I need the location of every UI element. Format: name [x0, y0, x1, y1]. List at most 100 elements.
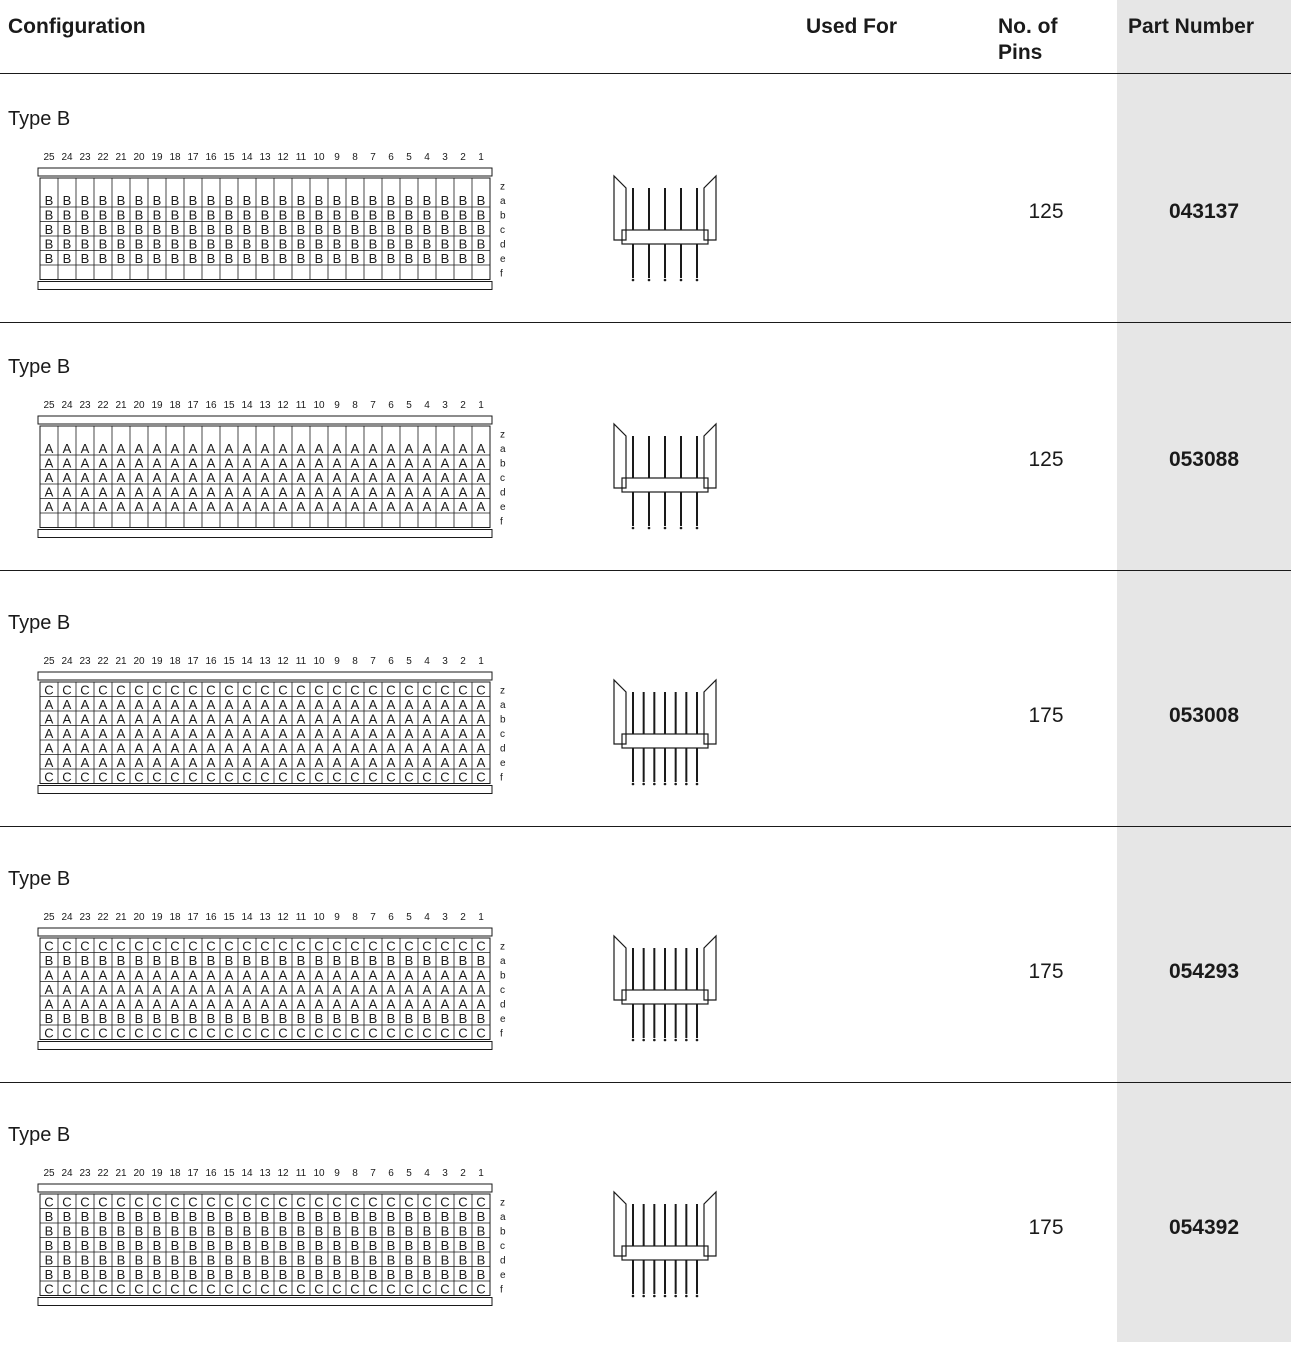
contact-letter: B: [171, 1224, 180, 1239]
contact-letter: B: [207, 1253, 216, 1268]
pin-tip: [679, 526, 683, 530]
contact-letter: B: [369, 251, 378, 266]
contact-letter: A: [261, 456, 270, 471]
contact-letter: B: [81, 208, 90, 223]
contact-letter: C: [188, 1195, 197, 1210]
row-divider: [0, 322, 1291, 323]
contact-letter: C: [224, 1282, 233, 1297]
contact-letter: C: [98, 939, 107, 954]
contact-letter: A: [99, 741, 108, 756]
contact-letter: C: [242, 683, 251, 698]
column-number: 13: [259, 1168, 271, 1179]
contact-letter: A: [369, 755, 378, 770]
contact-letter: C: [404, 1026, 413, 1041]
contact-letter: A: [45, 741, 54, 756]
contact-letter: A: [243, 726, 252, 741]
contact-letter: C: [458, 1026, 467, 1041]
pin-tip: [631, 1294, 635, 1298]
column-number: 9: [334, 152, 340, 163]
column-number: 25: [43, 152, 55, 163]
row-divider: [0, 826, 1291, 827]
contact-letter: B: [315, 1238, 324, 1253]
contact-letter: A: [135, 982, 144, 997]
row-letter: f: [500, 1029, 503, 1040]
contact-letter: B: [261, 1267, 270, 1282]
column-number: 8: [352, 1168, 358, 1179]
contact-letter: C: [404, 1282, 413, 1297]
column-number: 12: [277, 1168, 289, 1179]
contact-letter: A: [477, 741, 486, 756]
contact-letter: B: [171, 953, 180, 968]
contact-letter: A: [423, 755, 432, 770]
contact-letter: B: [45, 193, 54, 208]
contact-letter: B: [477, 1209, 486, 1224]
contact-letter: B: [189, 193, 198, 208]
contact-letter: B: [81, 1267, 90, 1282]
header-used-for: Used For: [806, 15, 898, 38]
contact-letter: B: [459, 1253, 468, 1268]
row-letter: c: [500, 985, 505, 996]
column-number: 12: [277, 656, 289, 667]
contact-letter: C: [206, 1282, 215, 1297]
pin-configuration-diagram: 25 24 23 22 21 20 19 18 17 16 15 14 13 12 11 10 9 8 7 6 5 4 3 2…: [37, 1168, 506, 1306]
contact-letter: C: [80, 939, 89, 954]
contact-letter: A: [99, 441, 108, 456]
contact-letter: C: [314, 1282, 323, 1297]
contact-letter: B: [405, 1238, 414, 1253]
contact-letter: C: [278, 770, 287, 785]
contact-letter: B: [207, 1238, 216, 1253]
contact-letter: B: [189, 1224, 198, 1239]
column-number: 2: [460, 912, 466, 923]
row-letter: z: [500, 430, 505, 441]
contact-letter: A: [459, 697, 468, 712]
contact-letter: B: [351, 1267, 360, 1282]
pin-tip: [647, 278, 651, 282]
column-number: 12: [277, 912, 289, 923]
contact-letter: C: [152, 770, 161, 785]
row-letter: a: [500, 444, 506, 455]
contact-letter: B: [387, 1253, 396, 1268]
contact-letter: B: [45, 208, 54, 223]
contact-letter: A: [315, 499, 324, 514]
contact-letter: A: [387, 741, 396, 756]
contact-letter: A: [351, 441, 360, 456]
contact-letter: B: [477, 237, 486, 252]
contact-letter: A: [63, 712, 72, 727]
contact-letter: A: [387, 485, 396, 500]
contact-letter: C: [206, 770, 215, 785]
contact-letter: A: [315, 997, 324, 1012]
contact-letter: B: [189, 251, 198, 266]
frame-bottom-rail: [37, 785, 493, 794]
contact-letter: A: [405, 697, 414, 712]
contact-letter: B: [81, 237, 90, 252]
column-number: 3: [442, 400, 448, 411]
contact-letter: C: [422, 683, 431, 698]
contact-letter: B: [153, 1267, 162, 1282]
contact-letter: C: [350, 939, 359, 954]
contact-letter: C: [80, 1026, 89, 1041]
contact-letter: A: [333, 470, 342, 485]
contact-letter: B: [351, 1253, 360, 1268]
contact-letter: A: [297, 741, 306, 756]
contact-letter: A: [297, 470, 306, 485]
contact-letter: B: [63, 222, 72, 237]
contact-letter: A: [279, 726, 288, 741]
contact-letter: B: [63, 1209, 72, 1224]
contact-letter: B: [297, 222, 306, 237]
contact-letter: B: [441, 1267, 450, 1282]
contact-letter: C: [242, 1195, 251, 1210]
contact-letter: C: [62, 683, 71, 698]
pin-count-cell: 125: [1028, 448, 1064, 471]
contact-letter: B: [117, 953, 126, 968]
column-number: 23: [79, 1168, 91, 1179]
contact-letter: A: [351, 712, 360, 727]
contact-letter: A: [279, 741, 288, 756]
contact-letter: A: [135, 968, 144, 983]
column-number: 2: [460, 400, 466, 411]
contact-letter: B: [297, 1267, 306, 1282]
contact-letter: A: [369, 741, 378, 756]
row-letter: e: [500, 254, 506, 265]
contact-letter: A: [99, 968, 108, 983]
contact-letter: B: [315, 208, 324, 223]
contact-letter: B: [243, 1238, 252, 1253]
